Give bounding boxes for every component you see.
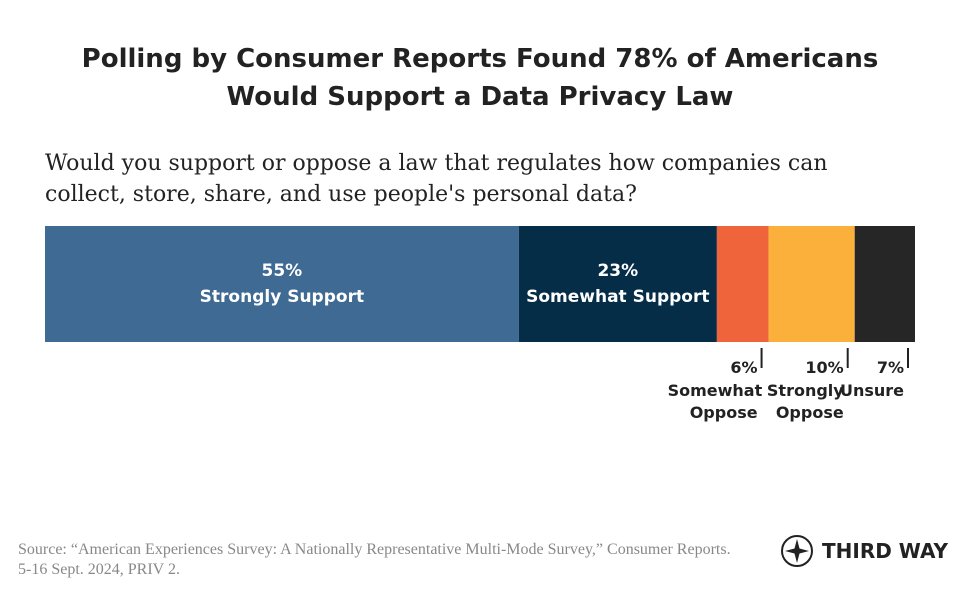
segment-label: 23% Somewhat Support: [519, 258, 717, 310]
legend-label: Somewhat Support: [526, 287, 710, 307]
logo-icon: [781, 535, 813, 567]
data-label: 6%: [730, 358, 758, 377]
bar-segment: [518, 226, 717, 342]
data-label: 10%: [805, 358, 844, 377]
source-note: Source: “American Experiences Survey: A …: [18, 541, 731, 578]
logo-text: THIRD WAY: [822, 539, 948, 563]
bar-segment: [854, 226, 915, 342]
data-label: 7%: [876, 358, 904, 377]
bar-segment: [45, 226, 519, 342]
data-label: 55%: [261, 261, 303, 281]
bar-segment: [768, 226, 855, 342]
logo: THIRD WAY: [780, 534, 948, 568]
legend-label: Strongly Support: [199, 287, 365, 307]
legend-label: Somewhat Oppose: [667, 381, 763, 422]
legend-label: Unsure: [839, 381, 904, 400]
legend-label: Strongly Oppose: [766, 381, 844, 422]
chart-subtitle: Would you support or oppose a law that r…: [45, 151, 828, 207]
data-label: 23%: [597, 261, 639, 281]
chart-title: Polling by Consumer Reports Found 78% of…: [81, 44, 879, 112]
segment-label: 55% Strongly Support: [45, 258, 519, 310]
chart: [45, 226, 915, 368]
bar-segment: [716, 226, 769, 342]
